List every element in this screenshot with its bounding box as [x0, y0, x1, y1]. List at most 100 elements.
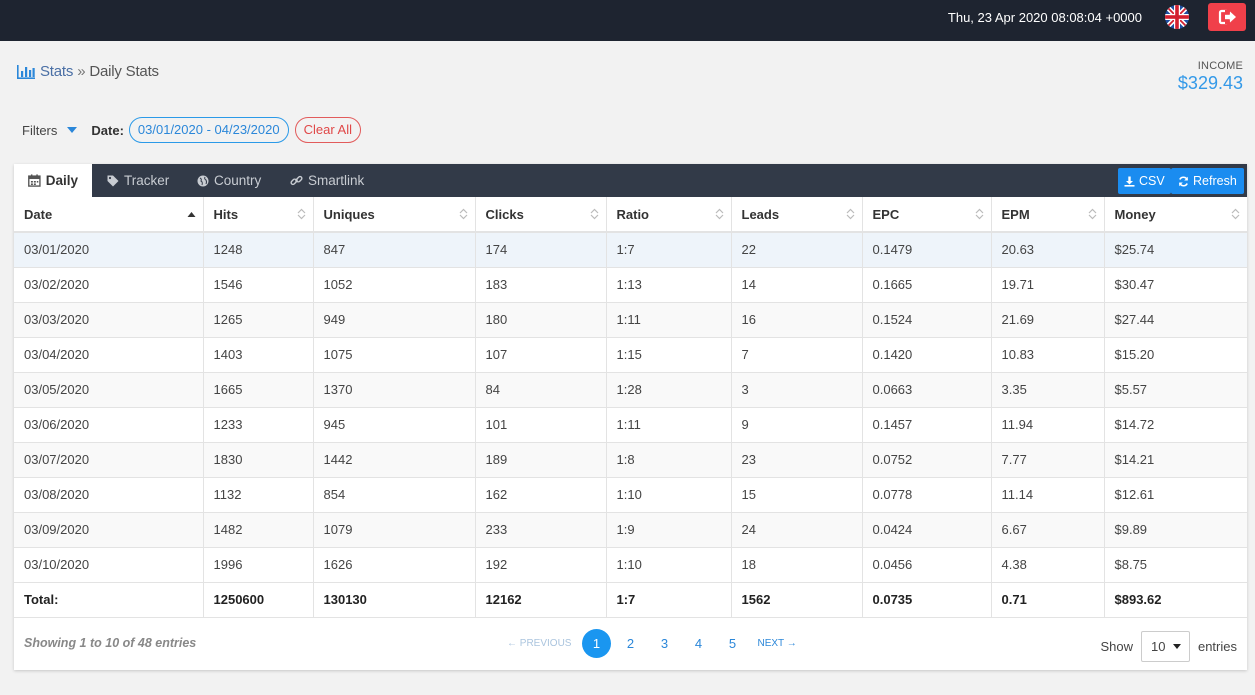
page-size-select[interactable]: 10 — [1140, 631, 1190, 662]
dropdown-arrow-icon — [1172, 644, 1181, 649]
page-title: Daily Stats — [89, 63, 159, 80]
tab-smartlink-label: Smartlink — [308, 173, 365, 188]
cell-money: $9.89 — [1104, 512, 1247, 548]
column-header-label: Hits — [213, 206, 239, 222]
cell-money: $15.20 — [1104, 337, 1247, 373]
cell-leads: 9 — [731, 407, 863, 443]
refresh-button[interactable]: Refresh — [1171, 168, 1244, 194]
table-row: 03/05/2020 1665 1370 84 1:28 3 0.0663 3.35 $5.57 — [14, 372, 1247, 408]
sort-both-icon — [1088, 208, 1096, 220]
cell-ratio: 1:7 — [606, 232, 732, 268]
table-row: 03/04/2020 1403 1075 107 1:15 7 0.1420 10.83 $15… — [14, 337, 1247, 373]
stats-table: Date Hits Uniques Clicks Ratio Leads EPC… — [14, 197, 1247, 618]
column-header-label: Clicks — [485, 206, 524, 222]
column-header-uniques[interactable]: Uniques — [313, 197, 476, 233]
column-header-epc[interactable]: EPC — [862, 197, 992, 233]
globe-icon — [197, 175, 209, 186]
page-button-3[interactable]: 3 — [660, 635, 669, 651]
page-button-1[interactable]: 1 — [581, 628, 611, 658]
link-icon — [290, 175, 303, 186]
date-range-pill[interactable]: 03/01/2020 - 04/23/2020 — [128, 117, 289, 143]
cell-uniques: 949 — [313, 302, 476, 338]
previous-page-button[interactable]: ← PREVIOUS — [507, 637, 572, 649]
column-header-label: Leads — [741, 206, 780, 222]
breadcrumb-stats-link[interactable]: Stats — [40, 63, 74, 80]
cell-clicks: 84 — [475, 372, 607, 408]
tab-daily[interactable]: Daily — [14, 164, 92, 197]
income-summary: INCOME $329.43 — [1178, 60, 1243, 94]
cell-leads: 7 — [731, 337, 863, 373]
cell-epm: 10.83 — [991, 337, 1105, 373]
column-header-hits[interactable]: Hits — [203, 197, 314, 233]
tab-tracker[interactable]: Tracker — [107, 164, 169, 197]
cell-epm: 3.35 — [991, 372, 1105, 408]
tab-smartlink[interactable]: Smartlink — [290, 164, 364, 197]
next-page-button[interactable]: NEXT → — [757, 637, 797, 649]
column-header-label: Date — [24, 206, 53, 222]
stats-panel: Daily Tracker Country Smartlink — [14, 164, 1247, 670]
cell-clicks: 180 — [475, 302, 607, 338]
table-row: 03/08/2020 1132 854 162 1:10 15 0.0778 11.14 $12… — [14, 477, 1247, 513]
total-clicks: 12162 — [475, 582, 607, 618]
page-size-value: 10 — [1150, 639, 1166, 654]
cell-ratio: 1:28 — [606, 372, 732, 408]
column-header-leads[interactable]: Leads — [731, 197, 863, 233]
cell-epc: 0.1420 — [862, 337, 992, 373]
cell-date: 03/08/2020 — [14, 477, 204, 513]
column-header-clicks[interactable]: Clicks — [475, 197, 607, 233]
total-uniques: 130130 — [313, 582, 476, 618]
clear-all-button[interactable]: Clear All — [294, 117, 362, 143]
cell-leads: 15 — [731, 477, 863, 513]
filters-toggle[interactable]: Filters — [22, 122, 58, 138]
cell-epc: 0.1479 — [862, 232, 992, 268]
caret-down-icon[interactable] — [67, 127, 78, 133]
table-row: 03/10/2020 1996 1626 192 1:10 18 0.0456 4.38 $8.… — [14, 547, 1247, 583]
cell-epc: 0.0456 — [862, 547, 992, 583]
cell-clicks: 233 — [475, 512, 607, 548]
page-button-5[interactable]: 5 — [728, 635, 737, 651]
total-date: Total: — [14, 582, 204, 618]
column-header-money[interactable]: Money — [1104, 197, 1247, 233]
column-header-epm[interactable]: EPM — [991, 197, 1105, 233]
cell-leads: 22 — [731, 232, 863, 268]
cell-epc: 0.0778 — [862, 477, 992, 513]
cell-money: $14.21 — [1104, 442, 1247, 478]
cell-leads: 3 — [731, 372, 863, 408]
refresh-button-label: Refresh — [1193, 174, 1237, 188]
column-header-label: Money — [1114, 206, 1156, 222]
cell-uniques: 1626 — [313, 547, 476, 583]
cell-leads: 18 — [731, 547, 863, 583]
table-row: 03/07/2020 1830 1442 189 1:8 23 0.0752 7.77 $14.… — [14, 442, 1247, 478]
refresh-icon — [1179, 175, 1188, 187]
sort-both-icon — [459, 208, 467, 220]
calendar-icon — [28, 174, 41, 187]
tab-country[interactable]: Country — [197, 164, 261, 197]
table-row: 03/09/2020 1482 1079 233 1:9 24 0.0424 6.67 $9.8… — [14, 512, 1247, 548]
pagination: ← PREVIOUS 1 2 3 4 5 NEXT → — [507, 628, 797, 658]
uk-flag-icon[interactable] — [1165, 5, 1189, 29]
table-row: 03/06/2020 1233 945 101 1:11 9 0.1457 11.94 $14.… — [14, 407, 1247, 443]
cell-date: 03/09/2020 — [14, 512, 204, 548]
csv-button[interactable]: CSV — [1118, 168, 1171, 194]
sort-both-icon — [715, 208, 723, 220]
cell-ratio: 1:10 — [606, 547, 732, 583]
cell-uniques: 1079 — [313, 512, 476, 548]
cell-date: 03/02/2020 — [14, 267, 204, 303]
tab-country-label: Country — [214, 173, 262, 188]
page-button-4[interactable]: 4 — [694, 635, 703, 651]
cell-ratio: 1:15 — [606, 337, 732, 373]
cell-hits: 1996 — [203, 547, 314, 583]
income-value: $329.43 — [1177, 73, 1243, 93]
entries-info: Showing 1 to 10 of 48 entries — [24, 636, 197, 650]
column-header-label: Uniques — [323, 206, 375, 222]
cell-date: 03/04/2020 — [14, 337, 204, 373]
cell-money: $12.61 — [1104, 477, 1247, 513]
column-header-ratio[interactable]: Ratio — [606, 197, 732, 233]
sort-asc-icon — [187, 212, 195, 217]
page-button-2[interactable]: 2 — [626, 635, 635, 651]
cell-money: $27.44 — [1104, 302, 1247, 338]
cell-epm: 19.71 — [991, 267, 1105, 303]
column-header-date[interactable]: Date — [14, 197, 204, 233]
logout-button[interactable] — [1208, 3, 1246, 31]
cell-hits: 1546 — [203, 267, 314, 303]
